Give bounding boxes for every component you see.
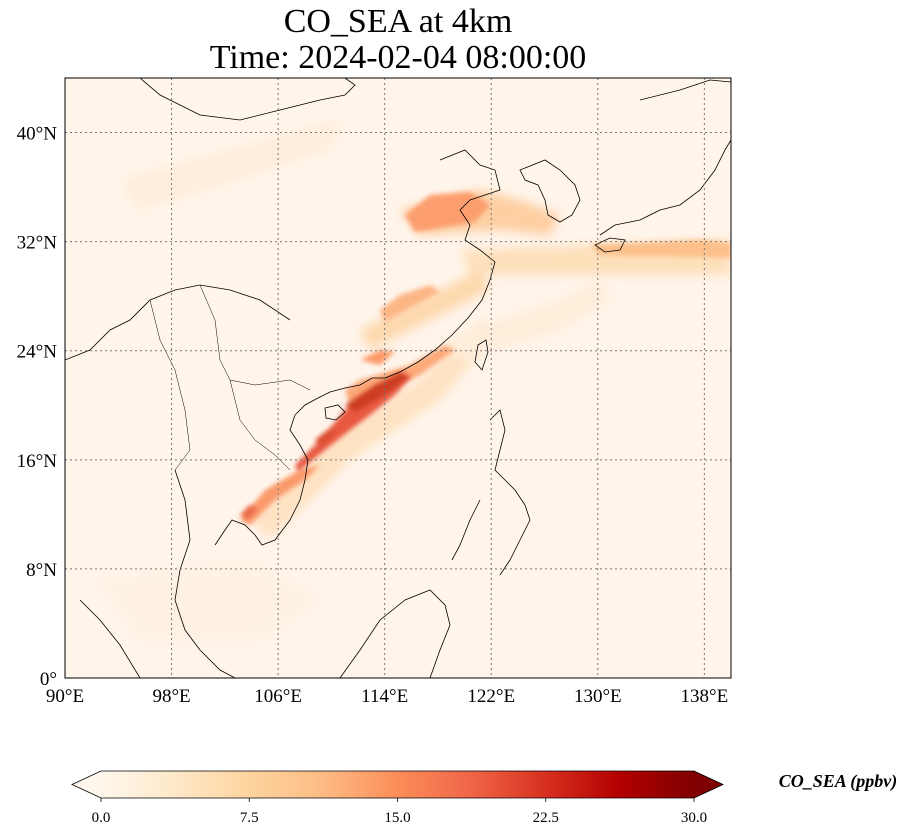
colorbar-tick-label: 15.0	[384, 810, 410, 826]
map-title: CO_SEA at 4km	[283, 3, 513, 40]
colorbar-extend-min	[72, 771, 101, 798]
latitude-tick-label: 16°N	[17, 451, 58, 472]
colorbar-tick-label: 30.0	[681, 810, 707, 826]
colorbar: 0.0 7.5 15.0 22.5 30.0 CO_SEA (ppbv)	[71, 770, 898, 826]
colorbar-extend-max	[694, 771, 723, 798]
longitude-tick-labels: 90°E 98°E 106°E 114°E 122°E 130°E 138°E	[46, 686, 728, 707]
longitude-tick-label: 90°E	[46, 686, 84, 707]
coastlines	[65, 78, 731, 678]
longitude-tick-label: 98°E	[152, 686, 190, 707]
map-frame	[64, 77, 732, 679]
latitude-tick-label: 0°	[40, 669, 57, 690]
latitude-tick-label: 24°N	[17, 342, 58, 363]
co-concentration-field	[100, 120, 731, 640]
colorbar-gradient	[101, 771, 694, 798]
longitude-tick-label: 114°E	[361, 686, 408, 707]
colorbar-label: CO_SEA (ppbv)	[779, 771, 898, 792]
latitude-tick-label: 8°N	[26, 560, 57, 581]
colorbar-tick-label: 7.5	[240, 810, 259, 826]
longitude-tick-label: 130°E	[574, 686, 622, 707]
gridlines	[65, 78, 731, 678]
longitude-tick-label: 106°E	[254, 686, 302, 707]
latitude-tick-label: 40°N	[17, 124, 58, 145]
colorbar-tick-label: 22.5	[533, 810, 559, 826]
colorbar-tick-label: 0.0	[92, 810, 111, 826]
longitude-tick-label: 138°E	[681, 686, 729, 707]
latitude-tick-labels: 0° 8°N 16°N 24°N 32°N 40°N	[17, 124, 58, 690]
colorbar-ticks: 0.0 7.5 15.0 22.5 30.0	[92, 798, 707, 826]
latitude-tick-label: 32°N	[17, 233, 58, 254]
longitude-tick-label: 122°E	[467, 686, 515, 707]
map-time-subtitle: Time: 2024-02-04 08:00:00	[209, 39, 587, 76]
